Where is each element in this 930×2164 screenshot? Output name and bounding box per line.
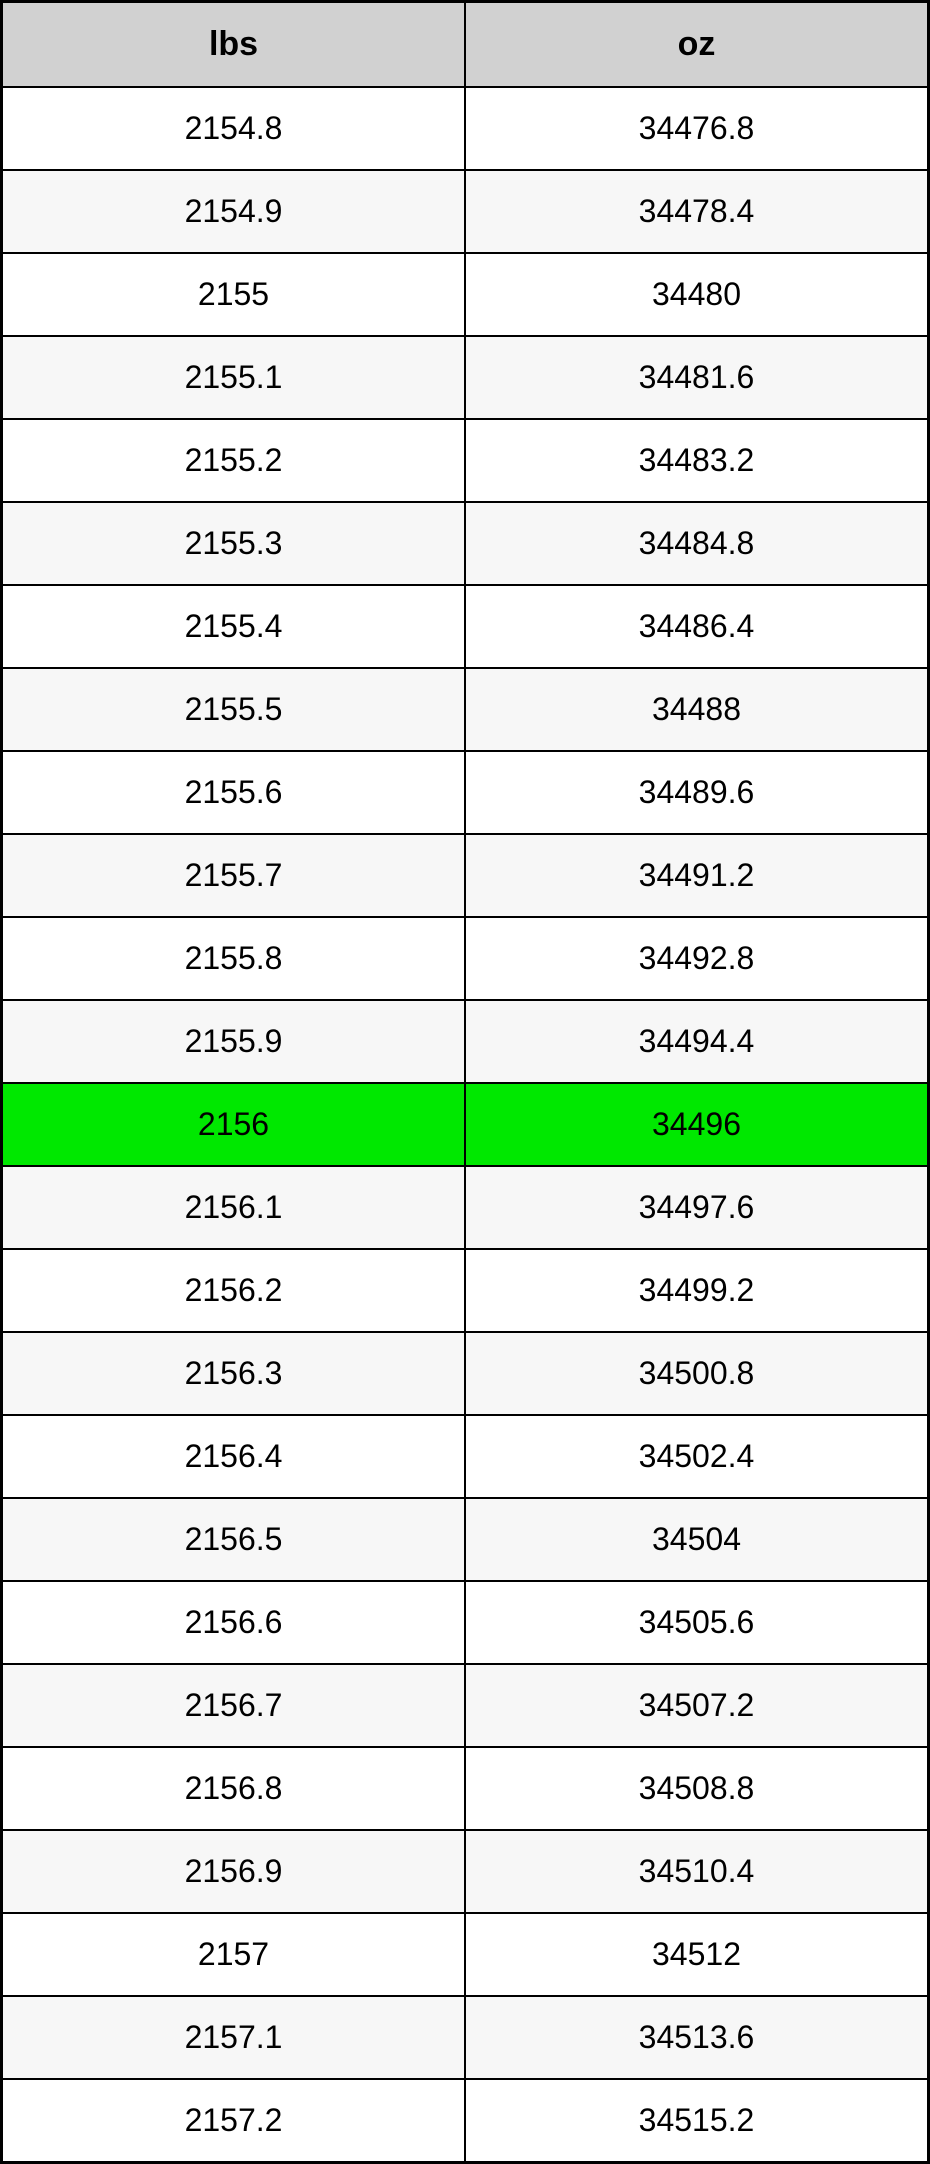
cell-oz: 34513.6 [465,1996,929,2079]
cell-lbs: 2156.3 [2,1332,466,1415]
cell-oz: 34504 [465,1498,929,1581]
cell-oz: 34491.2 [465,834,929,917]
table-row: 2155.534488 [2,668,929,751]
table-row: 2155.634489.6 [2,751,929,834]
table-row: 2155.334484.8 [2,502,929,585]
cell-lbs: 2156.8 [2,1747,466,1830]
table-row: 215734512 [2,1913,929,1996]
table-row: 2156.934510.4 [2,1830,929,1913]
table-row: 215534480 [2,253,929,336]
cell-oz: 34478.4 [465,170,929,253]
table-row: 2155.834492.8 [2,917,929,1000]
cell-lbs: 2155.1 [2,336,466,419]
cell-oz: 34515.2 [465,2079,929,2163]
cell-oz: 34489.6 [465,751,929,834]
column-header-lbs: lbs [2,2,466,88]
table-row: 2157.134513.6 [2,1996,929,2079]
cell-lbs: 2154.8 [2,87,466,170]
conversion-table: lbs oz 2154.834476.82154.934478.42155344… [0,0,930,2164]
cell-lbs: 2156.6 [2,1581,466,1664]
cell-lbs: 2156.4 [2,1415,466,1498]
cell-oz: 34484.8 [465,502,929,585]
cell-oz: 34502.4 [465,1415,929,1498]
cell-lbs: 2157.2 [2,2079,466,2163]
table-row: 2155.134481.6 [2,336,929,419]
cell-lbs: 2155.2 [2,419,466,502]
cell-lbs: 2157 [2,1913,466,1996]
table-row: 2156.834508.8 [2,1747,929,1830]
cell-oz: 34481.6 [465,336,929,419]
table-row: 2156.734507.2 [2,1664,929,1747]
table-row: 2155.434486.4 [2,585,929,668]
cell-oz: 34488 [465,668,929,751]
cell-oz: 34494.4 [465,1000,929,1083]
cell-oz: 34505.6 [465,1581,929,1664]
cell-oz: 34480 [465,253,929,336]
cell-lbs: 2154.9 [2,170,466,253]
table-row: 2155.234483.2 [2,419,929,502]
cell-lbs: 2155 [2,253,466,336]
cell-oz: 34500.8 [465,1332,929,1415]
cell-oz: 34508.8 [465,1747,929,1830]
cell-oz: 34476.8 [465,87,929,170]
cell-oz: 34492.8 [465,917,929,1000]
cell-oz: 34510.4 [465,1830,929,1913]
cell-lbs: 2155.3 [2,502,466,585]
table-row: 2156.534504 [2,1498,929,1581]
table-row: 215634496 [2,1083,929,1166]
cell-oz: 34499.2 [465,1249,929,1332]
cell-oz: 34512 [465,1913,929,1996]
column-header-oz: oz [465,2,929,88]
cell-lbs: 2155.7 [2,834,466,917]
cell-oz: 34507.2 [465,1664,929,1747]
table-row: 2156.634505.6 [2,1581,929,1664]
cell-oz: 34496 [465,1083,929,1166]
table-row: 2157.234515.2 [2,2079,929,2163]
cell-lbs: 2156 [2,1083,466,1166]
table-row: 2154.834476.8 [2,87,929,170]
cell-lbs: 2156.5 [2,1498,466,1581]
cell-lbs: 2156.2 [2,1249,466,1332]
cell-lbs: 2156.9 [2,1830,466,1913]
table-row: 2156.434502.4 [2,1415,929,1498]
cell-lbs: 2155.4 [2,585,466,668]
cell-lbs: 2157.1 [2,1996,466,2079]
cell-oz: 34486.4 [465,585,929,668]
cell-lbs: 2155.5 [2,668,466,751]
cell-lbs: 2155.9 [2,1000,466,1083]
table-row: 2156.234499.2 [2,1249,929,1332]
table-row: 2155.934494.4 [2,1000,929,1083]
table-row: 2156.334500.8 [2,1332,929,1415]
cell-lbs: 2156.7 [2,1664,466,1747]
table-row: 2156.134497.6 [2,1166,929,1249]
cell-oz: 34483.2 [465,419,929,502]
table-header-row: lbs oz [2,2,929,88]
cell-lbs: 2155.6 [2,751,466,834]
cell-lbs: 2155.8 [2,917,466,1000]
table-row: 2154.934478.4 [2,170,929,253]
cell-lbs: 2156.1 [2,1166,466,1249]
table-row: 2155.734491.2 [2,834,929,917]
cell-oz: 34497.6 [465,1166,929,1249]
